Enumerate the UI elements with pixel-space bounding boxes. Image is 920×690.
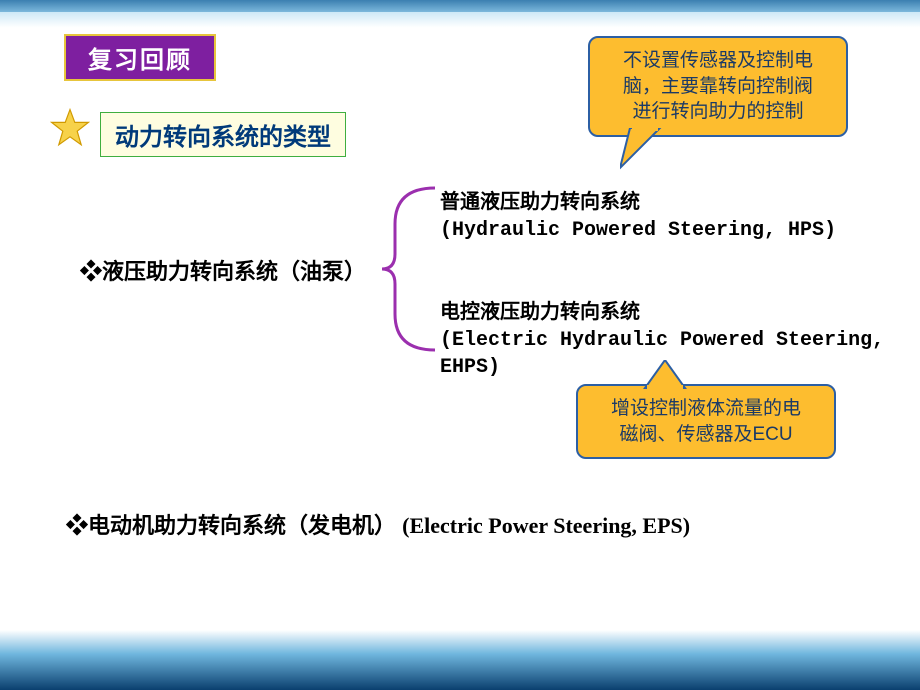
footer-gradient: [0, 630, 920, 690]
callout-bottom-line2: 磁阀、传感器及ECU: [592, 422, 820, 448]
bullet-marker: ❖: [80, 259, 102, 284]
callout-top-line2: 脑，主要靠转向控制阀: [604, 74, 832, 100]
bullet-electric-cn: 电动机助力转向系统（发电机）: [88, 513, 396, 538]
bullet-marker-2: ❖: [66, 513, 88, 538]
review-label: 复习回顾: [64, 34, 216, 81]
callout-bottom-line1: 增设控制液体流量的电: [592, 396, 820, 422]
callout-top-line1: 不设置传感器及控制电: [604, 48, 832, 74]
bullet-electric: ❖电动机助力转向系统（发电机） (Electric Power Steering…: [66, 508, 690, 540]
bullet-hydraulic: ❖液压助力转向系统（油泵）: [80, 254, 366, 286]
callout-top-line3: 进行转向助力的控制: [604, 99, 832, 125]
callout-top-tail-icon: [620, 128, 670, 178]
callout-top: 不设置传感器及控制电 脑，主要靠转向控制阀 进行转向助力的控制: [588, 36, 848, 137]
branch-hps: 普通液压助力转向系统 (Hydraulic Powered Steering, …: [440, 190, 836, 244]
branch-hps-line1: 普通液压助力转向系统: [440, 190, 836, 217]
brace-icon: [380, 184, 440, 354]
bullet-hydraulic-text: 液压助力转向系统（油泵）: [102, 259, 366, 284]
review-label-text: 复习回顾: [88, 47, 192, 74]
top-gradient-bar: [0, 0, 920, 12]
branch-ehps-line1: 电控液压助力转向系统: [440, 300, 884, 327]
callout-bottom: 增设控制液体流量的电 磁阀、传感器及ECU: [576, 384, 836, 459]
callout-bottom-tail-icon: [640, 360, 690, 390]
branch-hps-line2: (Hydraulic Powered Steering, HPS): [440, 217, 836, 244]
heading-text: 动力转向系统的类型: [115, 124, 331, 151]
heading-box: 动力转向系统的类型: [100, 112, 346, 157]
branch-ehps-line2: (Electric Hydraulic Powered Steering,: [440, 327, 884, 354]
bullet-electric-en: (Electric Power Steering, EPS): [402, 513, 690, 538]
star-icon: [50, 108, 90, 148]
